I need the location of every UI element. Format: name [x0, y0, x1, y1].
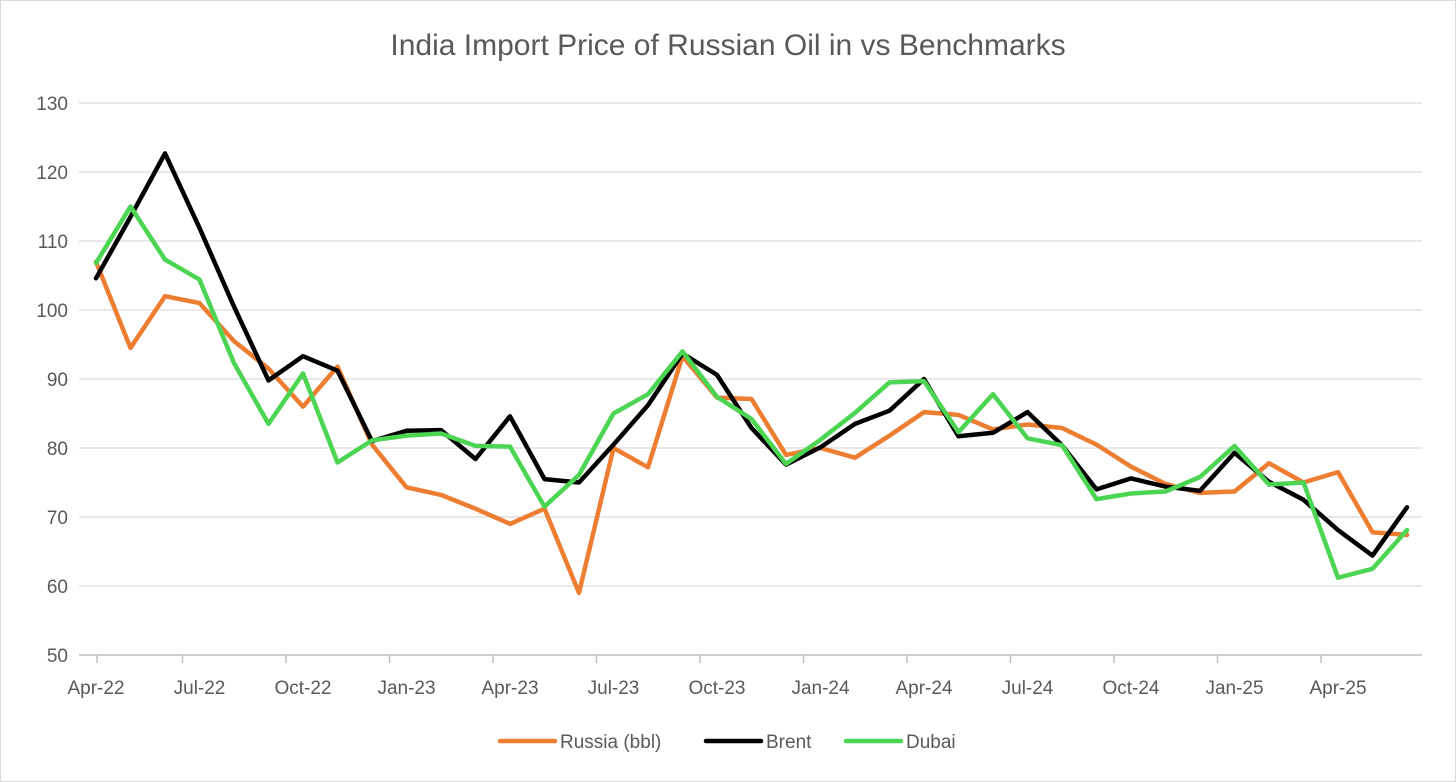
legend-label: Russia (bbl) [560, 732, 661, 753]
legend-item: Russia (bbl) [497, 732, 661, 753]
y-axis-tick-labels: 50 60 70 80 90 100 110 120 130 [36, 94, 68, 667]
series-line-brent [93, 151, 1410, 558]
legend-item: Dubai [843, 732, 956, 753]
x-tick-label: Apr-23 [481, 678, 538, 699]
x-tick-label: Oct-23 [688, 678, 745, 699]
gridlines [79, 102, 1422, 587]
legend-label: Dubai [906, 732, 956, 753]
y-tick-label: 130 [36, 94, 68, 115]
y-tick-label: 50 [47, 646, 68, 667]
y-tick-label: 100 [36, 301, 68, 322]
y-tick-label: 70 [47, 508, 68, 529]
x-tick-label: Apr-25 [1309, 678, 1366, 699]
x-tick-label: Jan-25 [1205, 678, 1263, 699]
y-tick-label: 80 [47, 439, 68, 460]
series-lines [93, 151, 1410, 596]
y-tick-label: 90 [47, 370, 68, 391]
x-tick-label: Apr-22 [67, 678, 124, 699]
legend-item: Brent [703, 732, 812, 753]
y-tick-label: 60 [47, 577, 68, 598]
x-tick-label: Oct-22 [274, 678, 331, 699]
x-tick-label: Jul-24 [1002, 678, 1054, 699]
x-tick-label: Jan-24 [791, 678, 850, 699]
y-tick-label: 110 [38, 232, 68, 253]
legend-label: Brent [766, 732, 812, 753]
x-tick-label: Jul-22 [174, 678, 226, 699]
chart-title: India Import Price of Russian Oil in vs … [390, 29, 1065, 62]
series-line-dubai [93, 204, 1410, 580]
x-tick-label: Apr-24 [895, 678, 952, 699]
y-tick-label: 120 [36, 163, 68, 184]
legend: Russia (bbl) Brent Dubai [497, 732, 956, 753]
x-tick-label: Oct-24 [1102, 678, 1159, 699]
x-tick-label: Jan-23 [377, 678, 435, 699]
x-axis: Apr-22 Jul-22 Oct-22 Jan-23 Apr-23 Jul-23 Oct-… [67, 654, 1422, 699]
x-tick-label: Jul-23 [588, 678, 640, 699]
